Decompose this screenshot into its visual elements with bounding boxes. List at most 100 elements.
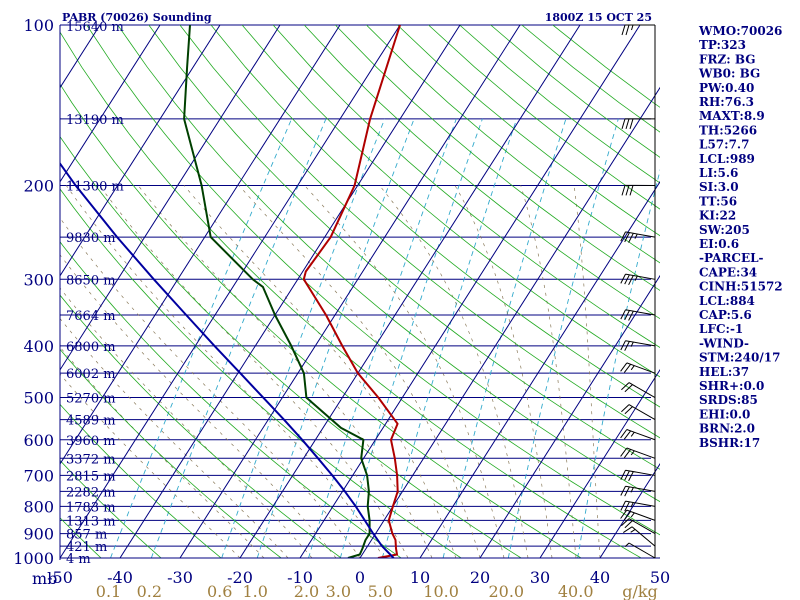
height-label: 1783 m xyxy=(66,500,116,515)
isotherm-30 xyxy=(539,368,660,558)
mixing-ratio-line-0.2 xyxy=(150,118,327,558)
height-label: 2282 m xyxy=(66,485,116,500)
mixing-ratio-label: 40.0 xyxy=(558,582,594,600)
isotherm--20 xyxy=(239,25,581,558)
moist-adiabat-32 xyxy=(454,185,553,558)
dry-adiabat-250 xyxy=(60,403,222,558)
wind-barb xyxy=(623,526,656,547)
mixing-ratio-label: g/kg xyxy=(622,582,658,600)
index-line: PW:0.40 xyxy=(699,81,754,95)
temperature-tick-label: -40 xyxy=(107,568,133,587)
isotherm--60 xyxy=(60,25,341,465)
wind-barb xyxy=(620,273,656,286)
mixing-ratio-line-3 xyxy=(339,118,483,558)
temperature-trace xyxy=(302,25,401,558)
mixing-ratio-label: 2.0 xyxy=(294,582,319,600)
height-label: 6800 m xyxy=(66,340,116,355)
mixing-ratio-labels: 0.1 0.2 0.6 1.0 2.0 3.0 5.0 10.0 20.0 40.0 g/kg xyxy=(96,582,658,600)
index-line: -PARCEL- xyxy=(699,251,764,265)
index-line: HEL:37 xyxy=(699,365,749,379)
index-line: SHR+:0.0 xyxy=(699,379,764,393)
index-line: SRDS:85 xyxy=(699,393,758,407)
index-line: STM:240/17 xyxy=(699,351,780,365)
mixing-ratio-line-2 xyxy=(308,118,457,558)
mixing-ratio-label: 0.2 xyxy=(137,582,162,600)
temperature-tick-label: 30 xyxy=(530,568,550,587)
temperature-tick-labels: -50 -40 -30 -20 -10 0 10 20 30 40 50 xyxy=(47,568,670,587)
moist-adiabat-16 xyxy=(183,185,457,558)
height-label: 3372 m xyxy=(66,452,116,467)
wind-barb xyxy=(620,509,656,521)
dry-adiabat-340 xyxy=(117,25,660,503)
index-line: BSHR:17 xyxy=(699,436,760,450)
index-line: TT:56 xyxy=(699,194,737,208)
temperature-tick-label: 50 xyxy=(650,568,670,587)
index-line: TH:5266 xyxy=(699,123,757,137)
dry-adiabat-290 xyxy=(60,188,462,558)
pressure-tick-label: 400 xyxy=(23,337,54,356)
sounding-traces xyxy=(60,25,401,558)
plot-area xyxy=(60,25,660,558)
index-line: WMO:70026 xyxy=(698,24,782,38)
pressure-tick-label: 900 xyxy=(23,525,54,544)
wind-barb xyxy=(620,340,656,351)
index-line: EI:0.6 xyxy=(699,237,739,251)
isotherm--50 xyxy=(60,25,401,558)
height-label: 11300 m xyxy=(66,179,124,194)
height-label: 13190 m xyxy=(66,113,124,128)
height-label: 4589 m xyxy=(66,414,116,429)
index-line: -WIND- xyxy=(699,336,749,350)
height-label: 3960 m xyxy=(66,434,116,449)
wind-barb xyxy=(620,447,656,459)
temperature-tick-label: -10 xyxy=(287,568,313,587)
height-label: 2815 m xyxy=(66,469,116,484)
wind-barb xyxy=(621,404,656,421)
wind-barb xyxy=(621,518,656,535)
temperature-tick-label: 10 xyxy=(410,568,430,587)
dry-adiabat-240 xyxy=(60,459,162,558)
wind-barb xyxy=(624,542,656,559)
moist-adiabat-24 xyxy=(304,185,505,558)
mixing-ratio-label: 0.6 xyxy=(207,582,232,600)
wind-barb xyxy=(620,469,656,482)
temperature-tick-label: 20 xyxy=(470,568,490,587)
temperature-tick-label: -50 xyxy=(47,568,73,587)
mixing-ratio-label: 0.1 xyxy=(96,582,121,600)
dry-adiabat-330 xyxy=(86,25,660,536)
dry-adiabat-410 xyxy=(335,25,660,291)
height-label: 857 m xyxy=(66,528,107,543)
dry-adiabat-280 xyxy=(60,241,402,558)
temperature-tick-label: 0 xyxy=(355,568,365,587)
index-line: L57:7.7 xyxy=(699,138,749,152)
pressure-tick-label: 200 xyxy=(23,176,54,195)
chart-time: 1800Z 15 OCT 25 xyxy=(545,11,652,24)
index-line: CAP:5.6 xyxy=(699,308,752,322)
index-line: LCL:884 xyxy=(699,294,755,308)
temperature-tick-label: -20 xyxy=(227,568,253,587)
height-label: 6002 m xyxy=(66,367,116,382)
moist-adiabat--20 xyxy=(60,373,241,558)
index-line: CINH:51572 xyxy=(699,280,783,294)
mixing-ratio-label: 10.0 xyxy=(423,582,459,600)
wind-barbs xyxy=(620,24,656,559)
height-label: 8650 m xyxy=(66,273,116,288)
index-line: BRN:2.0 xyxy=(699,422,755,436)
isotherm--70 xyxy=(60,25,281,371)
temperature-tick-label: -30 xyxy=(167,568,193,587)
moist-adiabat--16 xyxy=(60,346,265,558)
wind-barb xyxy=(620,485,656,497)
height-label: 4 m xyxy=(66,552,91,567)
index-line: SW:205 xyxy=(699,223,750,237)
index-line: CAPE:34 xyxy=(699,265,757,279)
isotherm--30 xyxy=(179,25,521,558)
y-axis-unit: mb xyxy=(32,569,57,588)
moist-adiabat-36 xyxy=(520,185,577,558)
dry-adiabat-350 xyxy=(148,25,660,470)
mixing-ratio-line-10 xyxy=(442,118,567,558)
chart-title: PABR (70026) Sounding xyxy=(62,11,212,24)
wind-barb xyxy=(621,118,656,130)
pressure-tick-label: 600 xyxy=(23,431,54,450)
mixing-ratio-label: 3.0 xyxy=(326,582,351,600)
dry-adiabat-310 xyxy=(60,83,582,558)
moist-adiabat--4 xyxy=(60,254,337,558)
